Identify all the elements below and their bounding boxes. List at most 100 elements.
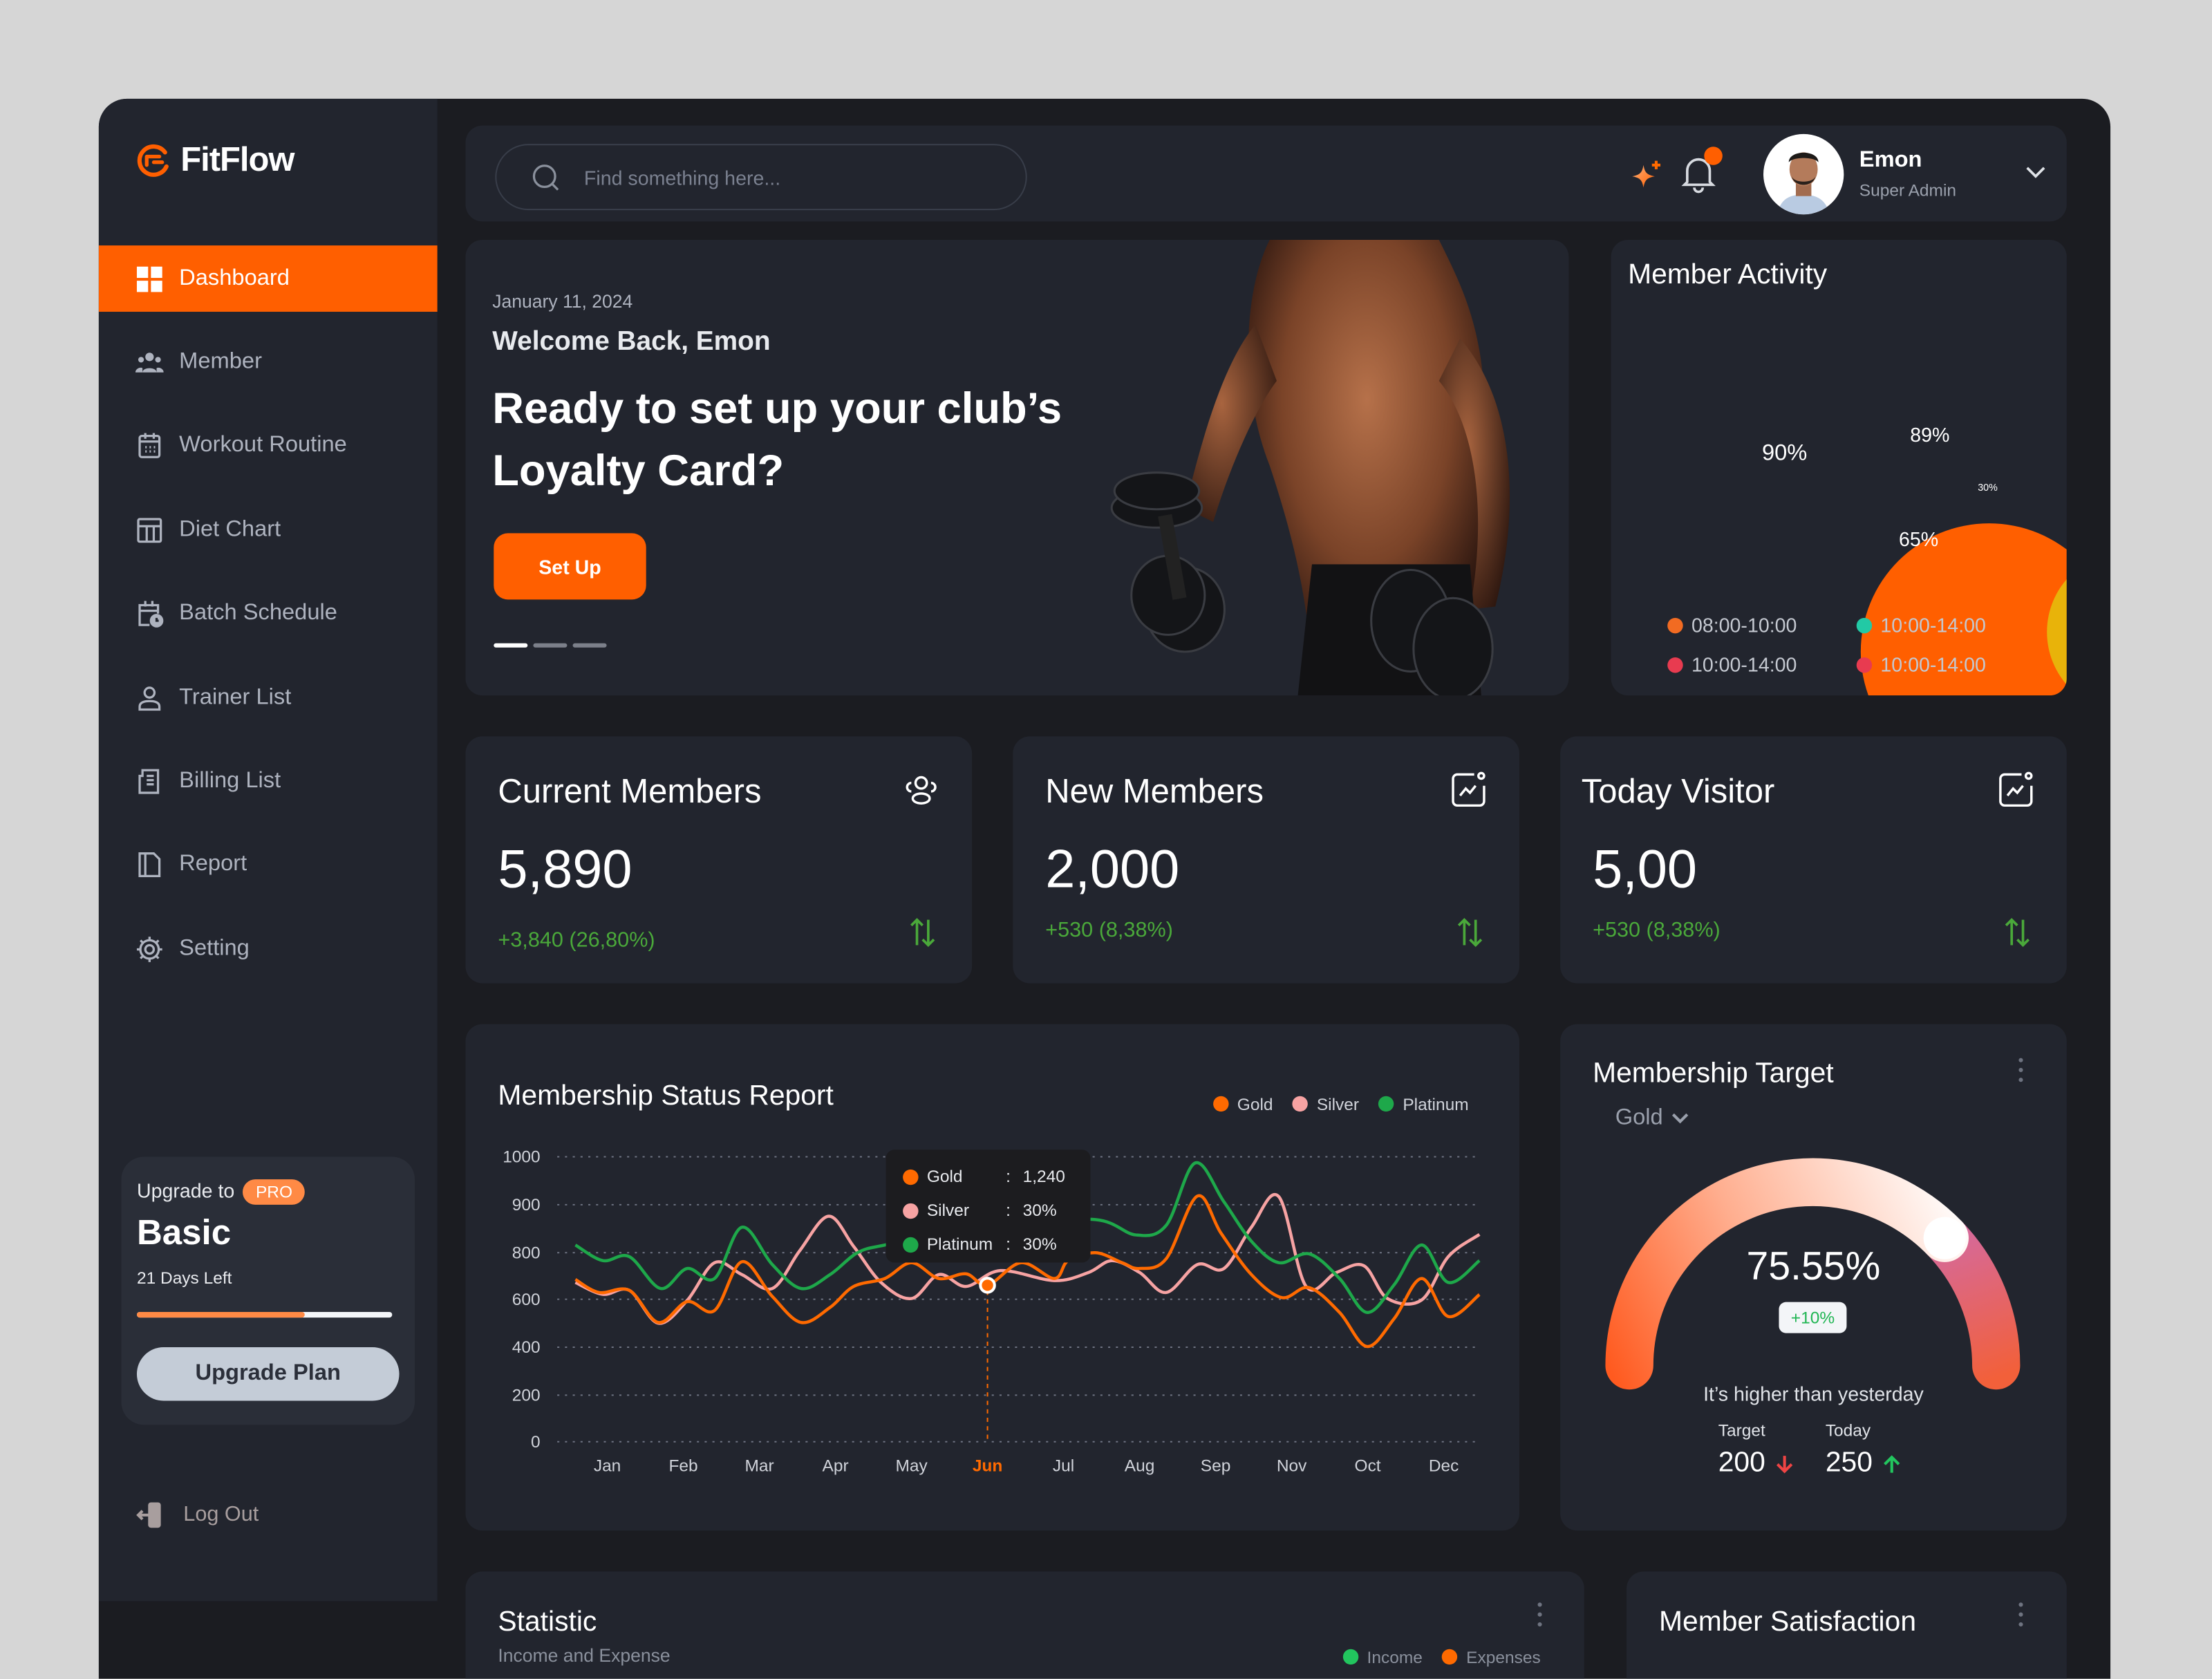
chevron-down-icon[interactable] — [2025, 164, 2047, 180]
legend-dot — [1293, 1096, 1309, 1112]
x-tick-label[interactable]: Jan — [594, 1457, 621, 1476]
user-role: Super Admin — [1859, 180, 1957, 200]
legend-item[interactable]: Income — [1342, 1648, 1423, 1667]
search-bar[interactable] — [495, 144, 1027, 211]
logout-icon — [136, 1501, 161, 1528]
avatar[interactable] — [1763, 133, 1844, 215]
legend-label: 10:00-14:00 — [1691, 653, 1797, 676]
stat-title: Today Visitor — [1581, 773, 1775, 812]
x-tick-label[interactable]: Jun — [973, 1457, 1003, 1476]
legend-item-silver[interactable]: Silver — [1293, 1094, 1360, 1115]
bubble-08-10[interactable] — [1860, 523, 2067, 696]
member-activity-title: Member Activity — [1628, 259, 1828, 291]
tooltip-value: 30% — [1022, 1234, 1057, 1255]
bubble-89[interactable] — [2047, 552, 2067, 695]
y-tick-label: 900 — [512, 1196, 541, 1214]
chevron-down-icon — [1671, 1113, 1688, 1124]
x-tick-label[interactable]: Oct — [1355, 1457, 1381, 1476]
carousel-dot-active[interactable] — [494, 643, 528, 648]
stat-card-current-members: Current Members 5,890 +3,840 (26,80%) — [465, 736, 973, 984]
x-tick-label[interactable]: Feb — [668, 1457, 697, 1476]
legend-dot — [1667, 657, 1683, 673]
notifications-button[interactable] — [1681, 147, 1723, 196]
sidebar-item-diet-chart[interactable]: Diet Chart — [99, 496, 438, 563]
carousel-indicators — [494, 643, 607, 648]
hero-headline-line: Ready to set up your club’s — [492, 384, 1062, 433]
legend-item-gold[interactable]: Gold — [1213, 1095, 1273, 1114]
more-options-icon[interactable] — [2018, 1058, 2024, 1084]
logout-label: Log Out — [183, 1502, 259, 1527]
legend-item: 10:00-14:00 — [1856, 653, 1986, 676]
x-tick-label[interactable]: Mar — [745, 1457, 774, 1476]
more-options-icon[interactable] — [2018, 1602, 2024, 1628]
legend-label: Silver — [1316, 1094, 1360, 1115]
carousel-dot[interactable] — [572, 643, 607, 648]
logout-button[interactable]: Log Out — [99, 1481, 438, 1548]
y-tick-label: 0 — [531, 1433, 541, 1452]
legend-dot — [1856, 657, 1873, 673]
change-badge: +10% — [1779, 1302, 1847, 1333]
set-up-button[interactable]: Set Up — [494, 533, 646, 600]
legend-dot — [1213, 1096, 1229, 1112]
legend-dot — [1442, 1649, 1458, 1665]
logo[interactable]: FitFlow — [135, 141, 295, 180]
x-tick-label[interactable]: Dec — [1429, 1457, 1459, 1476]
statistic-card: Statistic Income and Expense Income Expe… — [465, 1571, 1584, 1679]
x-tick-label[interactable]: Nov — [1277, 1457, 1307, 1476]
tier-select[interactable]: Gold — [1615, 1106, 1689, 1132]
receipt-icon — [138, 768, 160, 794]
series-line-gold[interactable] — [574, 1194, 1481, 1349]
chart-title: Membership Status Report — [498, 1080, 834, 1112]
tier-select-value: Gold — [1615, 1105, 1663, 1130]
target-value: 200 — [1718, 1447, 1765, 1479]
legend-dot — [1378, 1096, 1395, 1112]
membership-target-title: Membership Target — [1593, 1058, 1834, 1089]
x-tick-label[interactable]: May — [895, 1457, 928, 1476]
fitflow-logo-icon — [137, 144, 169, 177]
target-note: It’s higher than yesterday — [1703, 1382, 1924, 1405]
sidebar-item-workout-routine[interactable]: Workout Routine — [99, 412, 438, 478]
sidebar-item-billing-list[interactable]: Billing List — [99, 748, 438, 814]
gauge-knob[interactable] — [1923, 1217, 1966, 1259]
sidebar-item-label: Member — [179, 349, 262, 373]
x-tick-label[interactable]: Aug — [1125, 1457, 1155, 1476]
legend-dot — [1856, 617, 1873, 634]
membership-target-card: Membership Target Gold 75.55% +10% It’s … — [1560, 1024, 2067, 1531]
x-tick-label[interactable]: Jul — [1053, 1457, 1074, 1476]
calendar-icon — [138, 432, 161, 458]
sidebar-item-report[interactable]: Report — [99, 831, 438, 897]
membership-target-gauge — [1605, 1158, 2021, 1390]
today-label: Today — [1825, 1420, 1871, 1441]
report-icon — [138, 852, 161, 876]
x-tick-label[interactable]: Sep — [1201, 1457, 1231, 1476]
sidebar-item-dashboard[interactable]: Dashboard — [98, 245, 438, 312]
more-options-icon[interactable] — [1537, 1602, 1543, 1628]
today-value: 250 — [1825, 1447, 1873, 1479]
tooltip-value: 1,240 — [1022, 1166, 1065, 1187]
tooltip-name: Platinum — [926, 1234, 993, 1255]
legend-label: 08:00-10:00 — [1691, 613, 1797, 637]
user-name: Emon — [1859, 148, 1922, 172]
athlete-image — [1110, 239, 1510, 696]
member-satisfaction-title: Member Satisfaction — [1658, 1606, 1917, 1638]
x-tick-label[interactable]: Apr — [823, 1457, 849, 1476]
legend-dot — [1667, 617, 1683, 634]
sidebar-item-trainer-list[interactable]: Trainer List — [99, 664, 438, 731]
legend-item-platinum[interactable]: Platinum — [1378, 1095, 1469, 1114]
sidebar-item-setting[interactable]: Setting — [99, 915, 438, 982]
current-plan: Basic — [136, 1213, 232, 1253]
upgrade-plan-button[interactable]: Upgrade Plan — [136, 1347, 400, 1401]
tooltip-name: Gold — [926, 1166, 963, 1187]
table-icon — [137, 517, 162, 543]
series-line-silver[interactable] — [574, 1193, 1481, 1325]
statistic-title: Statistic — [498, 1606, 597, 1638]
users-icon — [135, 352, 164, 372]
carousel-dot[interactable] — [533, 643, 568, 648]
stat-value: 5,890 — [498, 841, 632, 901]
sidebar-item-member[interactable]: Member — [99, 329, 438, 395]
sparkle-icon[interactable] — [1631, 160, 1665, 191]
calendar-clock-icon — [138, 600, 164, 627]
sidebar-item-batch-schedule[interactable]: Batch Schedule — [99, 580, 438, 646]
search-input[interactable] — [583, 165, 980, 189]
legend-item[interactable]: Expenses — [1442, 1648, 1541, 1667]
